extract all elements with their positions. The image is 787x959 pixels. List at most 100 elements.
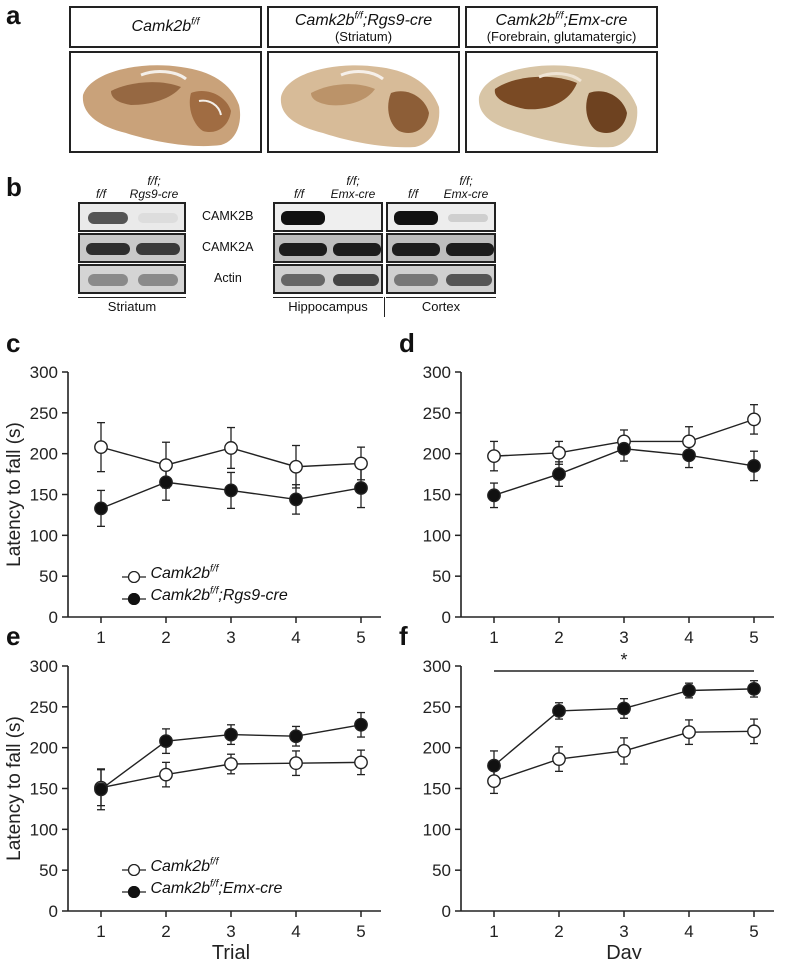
chart-f-x-tick-label: 3: [619, 922, 628, 941]
chart-d-series-filled-point: [552, 467, 566, 481]
chart-f-x-tick-label: 4: [684, 922, 693, 941]
chart-e-series-filled-point: [354, 717, 368, 732]
band: [394, 211, 438, 225]
chart-e-series-filled-point: [94, 782, 108, 797]
lane-label-hippo-emx-line2: Emx-cre: [330, 187, 376, 201]
legend-rgs9-open-sup: f/f: [210, 563, 219, 575]
chart-e-series-open-point: [159, 767, 173, 782]
chart-d-y-tick-label: 200: [423, 445, 451, 464]
chart-e-x-tick-label: 4: [291, 922, 300, 941]
chart-c-series-filled-point: [289, 492, 303, 507]
chart-e-x-tick-label: 2: [161, 922, 170, 941]
panel-letter-a: a: [6, 0, 21, 30]
legend-emx-open-sup: f/f: [210, 856, 219, 868]
band: [138, 274, 178, 286]
chart-f-x-axis-label: Day: [606, 942, 642, 959]
chart-d-y-tick-label: 150: [423, 486, 451, 505]
lane-label-cortex-emx-line1: f/f;: [459, 174, 473, 188]
legend-rgs9-filled-base: Camk2b: [150, 587, 211, 604]
chart-e-x-tick-label: 1: [96, 922, 105, 941]
band: [448, 214, 488, 222]
chart-d-x-tick-label: 2: [554, 628, 563, 647]
region-line-striatum: [78, 297, 186, 298]
lane-label-striatum-ff: f/f: [95, 187, 106, 201]
chart-c-x-tick-label: 3: [226, 628, 235, 647]
chart-f-series-open-point: [617, 744, 631, 758]
genotype-2-sup: f/f: [354, 10, 363, 22]
chart-d-x-tick-label: 5: [749, 628, 758, 647]
chart-f-x-tick-label: 1: [489, 922, 498, 941]
chart-c-series-open-point: [354, 456, 368, 471]
row-label-camk2b: CAMK2B: [202, 209, 254, 223]
chart-f-series-open-point: [487, 774, 501, 789]
band: [88, 212, 128, 224]
chart-d-x-tick-label: 1: [489, 628, 498, 647]
chart-e-y-tick-label: 50: [39, 861, 58, 880]
legend-emx-open-base: Camk2b: [150, 858, 211, 875]
chart-d-series-filled-point: [487, 488, 501, 503]
chart-e-series-filled-point: [224, 727, 238, 742]
chart-c-series-filled-point: [354, 481, 368, 495]
band: [281, 274, 325, 286]
blot-striatum-actin: [78, 264, 186, 294]
chart-f-x-tick-label: 2: [554, 922, 563, 941]
region-label-striatum: Striatum: [107, 299, 157, 314]
chart-e-x-tick-label: 3: [226, 922, 235, 941]
chart-f-x-tick-label: 5: [749, 922, 758, 941]
blot-cortex-camk2b: [386, 202, 496, 232]
chart-d-y-tick-label: 250: [423, 404, 451, 423]
panel-letter-d: d: [399, 328, 415, 358]
chart-e-y-tick-label: 0: [49, 902, 58, 921]
chart-f-y-tick-label: 100: [423, 820, 451, 839]
chart-c-series-filled-point: [159, 475, 173, 490]
chart-d-series-open-point: [487, 449, 501, 464]
lane-label-striatum-rgs9-line1: f/f;: [147, 174, 161, 188]
chart-f-y-tick-label: 150: [423, 780, 451, 799]
chart-f-y-tick-label: 250: [423, 698, 451, 717]
brain-section-image-3: [465, 51, 658, 153]
chart-c-series-filled-point: [94, 501, 108, 516]
region-line-cortex: [386, 297, 496, 298]
genotype-box-1: Camk2bf/f: [69, 6, 262, 48]
legend-rgs9: Camk2b f/f Camk2bf/f;Rgs9-cre: [122, 563, 288, 607]
chart-e-y-tick-label: 200: [30, 739, 58, 758]
chart-e-y-tick-label: 100: [30, 820, 58, 839]
chart-f-series-filled-point: [747, 681, 761, 696]
panel-letter-e: e: [6, 621, 21, 651]
band: [333, 243, 381, 256]
legend-rgs9-filled: Camk2bf/f;Rgs9-cre: [122, 585, 288, 607]
legend-rgs9-filled-rest: ;Rgs9-cre: [218, 587, 288, 604]
blot-cortex-camk2a: [386, 233, 496, 263]
genotype-3-rest: ;Emx-cre: [563, 12, 628, 29]
band: [86, 243, 130, 255]
region-label-cortex: Cortex: [421, 299, 461, 314]
region-line-hippocampus: [273, 297, 383, 298]
chart-d-y-tick-label: 0: [442, 608, 451, 627]
chart-c-x-tick-label: 4: [291, 628, 300, 647]
brain-section-image-1: [69, 51, 262, 153]
band: [333, 274, 379, 286]
chart-e-y-tick-label: 300: [30, 657, 58, 676]
lane-label-striatum-rgs9-line2: Rgs9-cre: [129, 187, 179, 201]
panel-letter-c: c: [6, 328, 21, 358]
chart-c-y-tick-label: 0: [49, 608, 58, 627]
chart-f-series-open-point: [552, 752, 566, 766]
chart-c-y-tick-label: 100: [30, 526, 58, 545]
blot-striatum-camk2a: [78, 233, 186, 263]
chart-c-x-tick-label: 2: [161, 628, 170, 647]
band: [279, 243, 327, 256]
chart-e-x-axis-label: Trial: [212, 942, 250, 959]
genotype-3-sup: f/f: [555, 10, 564, 22]
blot-hippocampus-camk2b: [273, 202, 383, 232]
band: [394, 274, 438, 286]
genotype-2-base: Camk2b: [294, 12, 355, 29]
chart-c-y-tick-label: 300: [30, 363, 58, 382]
legend-open-marker-icon: [122, 568, 146, 583]
chart-e-series-filled-point: [159, 734, 173, 749]
lane-label-cortex-ff: f/f: [407, 187, 418, 201]
band: [136, 243, 180, 255]
chart-f-y-tick-label: 300: [423, 657, 451, 676]
region-separator: [384, 297, 385, 317]
chart-d-x-tick-label: 3: [619, 628, 628, 647]
band: [446, 243, 494, 256]
